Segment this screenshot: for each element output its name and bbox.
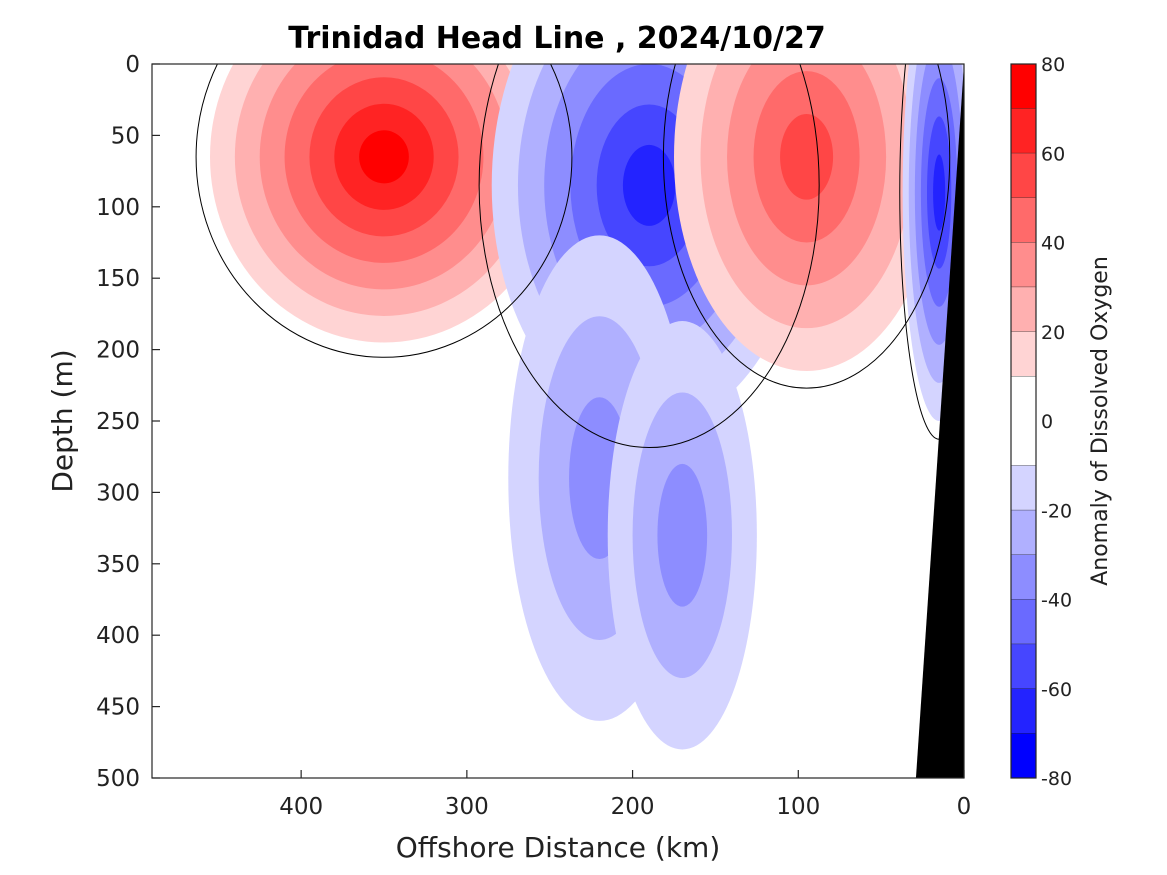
zero-contour-lines [195, 64, 964, 448]
feature-low-3 [902, 64, 964, 421]
colorbar-band [1011, 376, 1036, 466]
colorbar-band [1011, 599, 1036, 645]
x-tick-label: 100 [776, 794, 820, 820]
chart-title: Trinidad Head Line , 2024/10/27 [288, 21, 825, 56]
colorbar-tick-label: -40 [1041, 590, 1072, 612]
colorbar-band [1011, 688, 1036, 734]
x-tick-label: 400 [279, 794, 323, 820]
colorbar: 80 60 40 20 0 -20 -40 -60 -80 [1010, 54, 1072, 790]
y-tick-label: 350 [96, 552, 140, 578]
y-tick-label: 200 [96, 338, 140, 364]
zero-contour [478, 64, 820, 448]
x-axis-label: Offshore Distance (km) [396, 831, 721, 864]
y-tick-label: 450 [96, 695, 140, 721]
y-tick-label: 50 [111, 123, 140, 149]
colorbar-band [1011, 554, 1036, 600]
colorbar-label: Anomaly of Dissolved Oxygen [1088, 256, 1113, 586]
colorbar-band [1011, 242, 1036, 288]
colorbar-band [1011, 733, 1036, 778]
x-tick-label: 0 [957, 794, 972, 820]
y-axis-label: Depth (m) [46, 349, 79, 492]
colorbar-band [1011, 644, 1036, 689]
colorbar-band [1011, 64, 1036, 109]
y-tick-label: 250 [96, 409, 140, 435]
y-axis: 0 50 100 150 200 250 300 350 400 450 500 [96, 52, 160, 792]
contour-field [210, 64, 964, 750]
continental-shelf [915, 64, 964, 778]
feature-high-0 [210, 64, 558, 343]
colorbar-tick-label: -60 [1041, 679, 1072, 701]
colorbar-frame [1010, 63, 1037, 779]
contour-band [933, 154, 946, 231]
colorbar-tick-label: 0 [1041, 411, 1053, 433]
colorbar-tick-label: -80 [1041, 768, 1072, 790]
colorbar-band [1011, 465, 1036, 511]
colorbar-band [1011, 153, 1036, 198]
colorbar-band [1011, 287, 1036, 332]
zero-contour [662, 64, 951, 389]
contour-band [780, 113, 834, 200]
colorbar-band [1011, 197, 1036, 243]
colorbar-tick-label: -20 [1041, 500, 1072, 522]
x-axis: 400 300 200 100 0 [279, 770, 971, 820]
contour-band [657, 463, 708, 607]
colorbar-tick-label: 80 [1041, 54, 1065, 76]
colorbar-tick-label: 40 [1041, 233, 1065, 255]
x-tick-label: 200 [611, 794, 655, 820]
y-tick-label: 100 [96, 195, 140, 221]
zero-contour [195, 64, 573, 358]
colorbar-band [1011, 331, 1036, 377]
y-tick-label: 300 [96, 480, 140, 506]
y-tick-label: 400 [96, 623, 140, 649]
feature-high-2 [674, 64, 940, 371]
y-tick-label: 0 [125, 52, 140, 78]
feature-low-5 [607, 321, 757, 750]
colorbar-tick-label: 20 [1041, 322, 1065, 344]
colorbar-band [1011, 510, 1036, 555]
x-tick-label: 300 [445, 794, 489, 820]
colorbar-band [1011, 108, 1036, 154]
contour-band [622, 144, 676, 226]
y-tick-label: 500 [96, 766, 140, 792]
y-tick-label: 150 [96, 266, 140, 292]
colorbar-tick-label: 60 [1041, 143, 1065, 165]
contour-band [359, 130, 409, 184]
